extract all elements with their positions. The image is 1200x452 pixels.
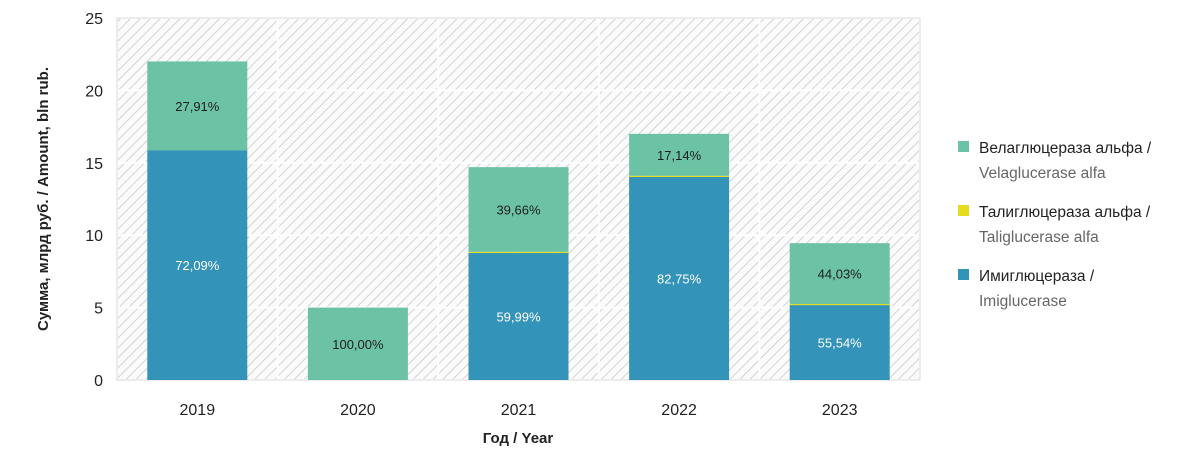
x-tick-label: 2022 xyxy=(661,402,697,419)
y-axis-title: Сумма, млрд руб. / Amount, bln rub. xyxy=(35,67,52,331)
bar-segment xyxy=(789,304,890,380)
legend-label-en: Velaglucerase alfa xyxy=(979,165,1106,182)
bar-labels-group: 72,09% 27,91% 100,00% 59,99% 39,66% 82,75% 17,… xyxy=(175,99,862,352)
x-axis-title: Год / Year xyxy=(483,430,554,447)
bar-data-label: 59,99% xyxy=(496,309,541,324)
x-tick-label: 2019 xyxy=(180,402,216,419)
bar-data-label: 17,14% xyxy=(657,148,702,163)
bar-segment xyxy=(468,167,569,252)
x-tick-label: 2021 xyxy=(501,402,537,419)
bar-segment xyxy=(307,307,408,380)
legend-label-ru: Велаглюцераза альфа / xyxy=(979,140,1152,157)
y-tick-label: 0 xyxy=(94,373,103,390)
legend-item-taliglucerase: Талиглюцераза альфа / Taliglucerase alfa xyxy=(958,200,1198,250)
bar-segment xyxy=(789,243,890,304)
bar-segment xyxy=(468,252,569,380)
bar-data-label: 55,54% xyxy=(818,335,863,350)
bar-segment xyxy=(468,251,569,254)
legend-swatch-taliglucerase xyxy=(958,205,969,216)
legend-label-ru: Имиглюцераза / xyxy=(979,268,1095,285)
bar-segment xyxy=(147,61,248,151)
bar-segment xyxy=(629,175,730,178)
y-tick-label: 20 xyxy=(85,83,103,100)
x-tick-labels: 2019 2020 2021 2022 2023 xyxy=(180,402,858,419)
x-tick-label: 2020 xyxy=(340,402,376,419)
bar-data-label: 82,75% xyxy=(657,271,702,286)
bar-data-label: 27,91% xyxy=(175,99,220,114)
bars-group xyxy=(147,61,890,380)
legend-label-en: Imiglucerase xyxy=(979,293,1067,310)
bar-segment xyxy=(629,176,730,380)
y-tick-label: 10 xyxy=(85,228,103,245)
legend-label-ru: Талиглюцераза альфа / xyxy=(979,204,1151,221)
y-tick-label: 5 xyxy=(94,301,103,318)
bar-data-label: 100,00% xyxy=(332,337,384,352)
legend-item-velaglucerase: Велаглюцераза альфа / Velaglucerase alfa xyxy=(958,136,1198,186)
bar-segment xyxy=(629,133,730,176)
bar-data-label: 72,09% xyxy=(175,258,220,273)
bar-segment xyxy=(147,150,248,380)
legend-label-en: Taliglucerase alfa xyxy=(979,229,1099,246)
legend: Велаглюцераза альфа / Velaglucerase alfa… xyxy=(958,136,1198,328)
x-tick-label: 2023 xyxy=(822,402,858,419)
y-tick-labels: 0 5 10 15 20 25 xyxy=(85,11,103,390)
bar-data-label: 44,03% xyxy=(818,267,863,282)
bar-data-label: 39,66% xyxy=(496,202,541,217)
y-tick-label: 15 xyxy=(85,156,103,173)
y-tick-label: 25 xyxy=(85,11,103,28)
legend-swatch-velaglucerase xyxy=(958,141,969,152)
legend-swatch-imiglucerase xyxy=(958,269,969,280)
legend-item-imiglucerase: Имиглюцераза / Imiglucerase xyxy=(958,264,1198,314)
bar-segment xyxy=(789,303,890,306)
